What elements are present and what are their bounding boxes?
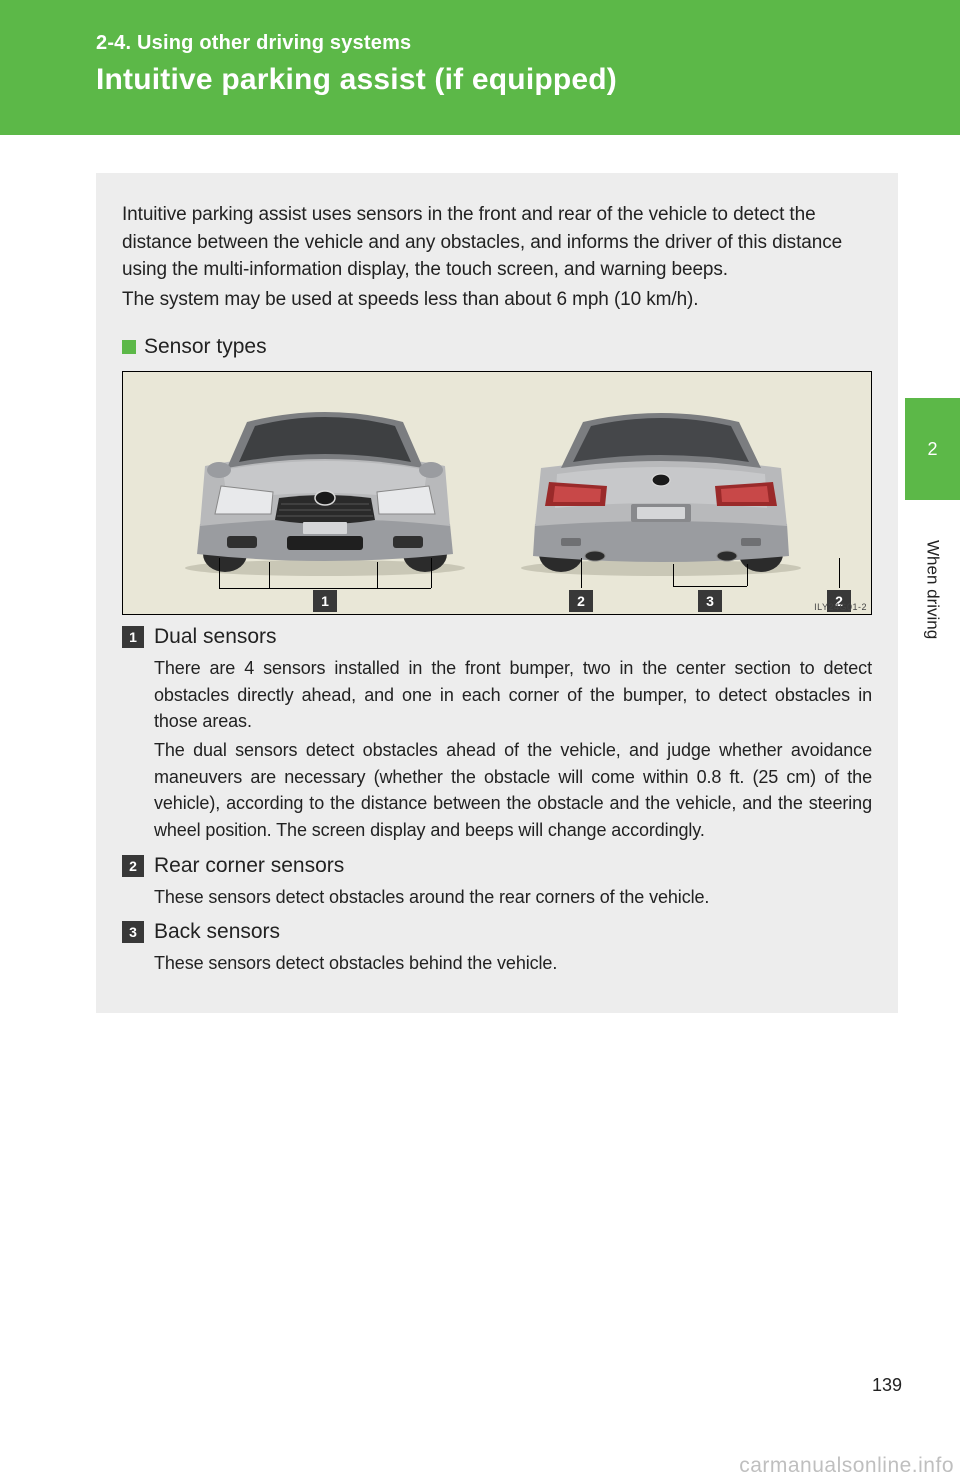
callout-line bbox=[839, 558, 840, 588]
section-label: 2-4. Using other driving systems bbox=[96, 32, 920, 55]
callout-line bbox=[269, 562, 270, 588]
chapter-label: When driving bbox=[923, 500, 943, 680]
callout-line bbox=[219, 588, 355, 589]
car-rear-illustration bbox=[511, 396, 811, 576]
sensor-heading: 1 Dual sensors bbox=[122, 625, 872, 649]
sensor-item-1: 1 Dual sensors There are 4 sensors insta… bbox=[122, 625, 872, 843]
callout-line bbox=[581, 558, 582, 588]
subhead-text: Sensor types bbox=[144, 335, 267, 359]
diagram-image-id: ILY24G01-2 bbox=[814, 602, 867, 612]
callout-line bbox=[219, 558, 220, 588]
sensor-heading: 2 Rear corner sensors bbox=[122, 854, 872, 878]
callout-line bbox=[673, 564, 674, 586]
sensor-title: Dual sensors bbox=[154, 625, 277, 649]
chapter-side-tab: 2 When driving bbox=[905, 398, 960, 680]
intro-paragraph-1: Intuitive parking assist uses sensors in… bbox=[122, 201, 872, 284]
callout-line bbox=[673, 586, 747, 587]
square-bullet-icon bbox=[122, 340, 136, 354]
intro-paragraph-2: The system may be used at speeds less th… bbox=[122, 286, 872, 314]
chapter-number: 2 bbox=[905, 398, 960, 500]
callout-line bbox=[747, 564, 748, 586]
sensor-paragraph: These sensors detect obstacles around th… bbox=[154, 884, 872, 911]
page-header: 2-4. Using other driving systems Intuiti… bbox=[0, 0, 960, 135]
number-badge-icon: 3 bbox=[122, 921, 144, 943]
page-title: Intuitive parking assist (if equipped) bbox=[96, 63, 920, 97]
sensor-types-heading: Sensor types bbox=[122, 335, 872, 359]
sensor-item-2: 2 Rear corner sensors These sensors dete… bbox=[122, 854, 872, 911]
sensor-title: Back sensors bbox=[154, 920, 280, 944]
content-box: Intuitive parking assist uses sensors in… bbox=[96, 173, 898, 1013]
sensor-title: Rear corner sensors bbox=[154, 854, 344, 878]
callout-line bbox=[377, 562, 378, 588]
callout-badge-2-left: 2 bbox=[569, 590, 593, 612]
number-badge-icon: 2 bbox=[122, 855, 144, 877]
callout-line bbox=[355, 588, 431, 589]
sensor-heading: 3 Back sensors bbox=[122, 920, 872, 944]
sensor-body: These sensors detect obstacles behind th… bbox=[122, 950, 872, 977]
sensor-body: There are 4 sensors installed in the fro… bbox=[122, 655, 872, 843]
sensor-diagram: 1 2 3 2 ILY24G01-2 bbox=[122, 371, 872, 615]
callout-line bbox=[431, 558, 432, 588]
sensor-paragraph: There are 4 sensors installed in the fro… bbox=[154, 655, 872, 735]
number-badge-icon: 1 bbox=[122, 626, 144, 648]
watermark-text: carmanualsonline.info bbox=[739, 1454, 954, 1478]
sensor-paragraph: These sensors detect obstacles behind th… bbox=[154, 950, 872, 977]
page-number: 139 bbox=[872, 1375, 902, 1396]
car-front-illustration bbox=[175, 396, 475, 576]
callout-badge-3: 3 bbox=[698, 590, 722, 612]
sensor-paragraph: The dual sensors detect obstacles ahead … bbox=[154, 737, 872, 844]
sensor-body: These sensors detect obstacles around th… bbox=[122, 884, 872, 911]
callout-badge-1: 1 bbox=[313, 590, 337, 612]
sensor-item-3: 3 Back sensors These sensors detect obst… bbox=[122, 920, 872, 977]
